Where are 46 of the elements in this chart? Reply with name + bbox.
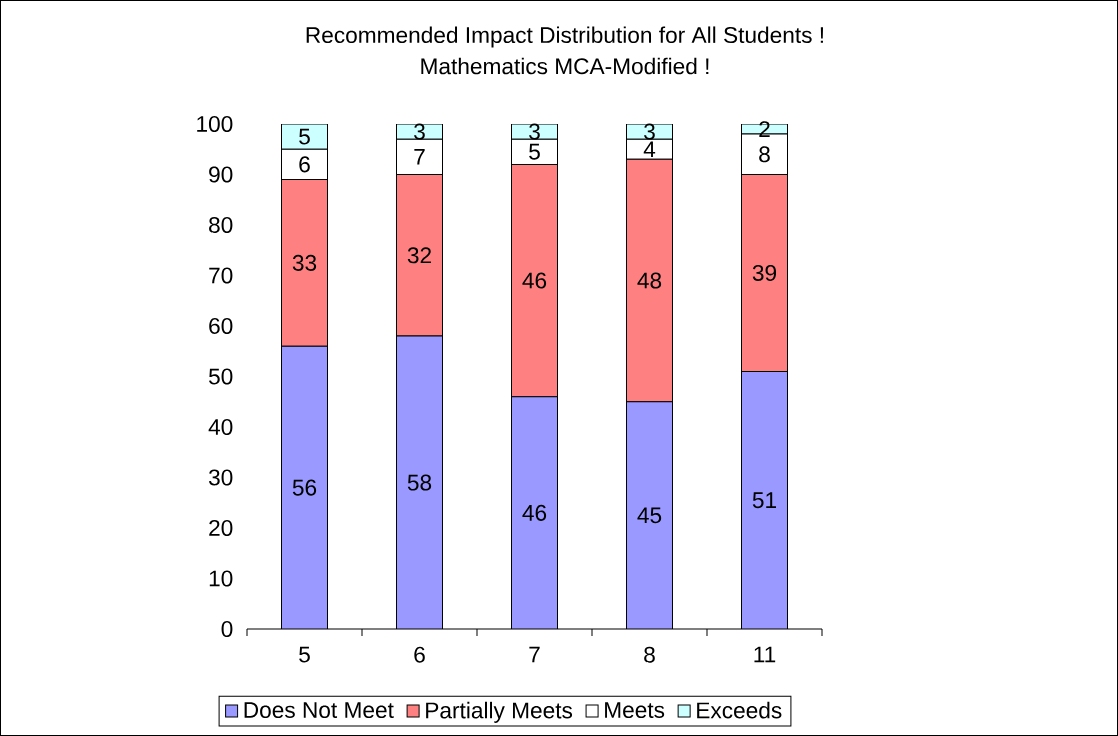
legend-label: Meets [605, 702, 665, 719]
data-label: 5 [529, 143, 540, 160]
data-label: 3 [414, 123, 425, 140]
data-label: 3 [529, 123, 540, 140]
y-tick-label: 0 [221, 620, 233, 638]
data-label: 7 [414, 149, 425, 165]
bar [511, 396, 558, 629]
data-label: 33 [292, 254, 317, 271]
data-label: 51 [752, 492, 776, 509]
legend-label: Exceeds [697, 701, 782, 719]
data-label: 46 [522, 504, 547, 521]
y-tick-label: 50 [208, 368, 233, 385]
data-label: 39 [752, 264, 777, 281]
bar [281, 346, 328, 629]
data-label: 46 [522, 272, 547, 289]
legend-label: Partially Meets [426, 701, 573, 723]
y-tick-label: 80 [209, 216, 233, 234]
x-tick-label: 11 [754, 646, 776, 663]
bar [741, 370, 788, 629]
data-label: 3 [644, 123, 655, 140]
x-tick-label: 7 [529, 646, 540, 663]
data-label: 58 [407, 474, 432, 491]
y-tick-label: 90 [209, 166, 233, 183]
data-label: 6 [299, 156, 310, 173]
y-tick-label: 30 [208, 469, 233, 486]
data-label: 56 [292, 479, 317, 496]
x-tick-label: 8 [644, 646, 655, 663]
y-tick-label: 20 [209, 519, 233, 537]
bar [626, 401, 673, 629]
legend-label: Does Not Meet [244, 702, 394, 719]
data-label: 32 [407, 247, 431, 264]
chart-subtitle: Mathematics MCA-Modified ! [421, 57, 709, 75]
data-label: 5 [299, 128, 310, 145]
y-tick-label: 10 [209, 570, 233, 587]
data-label: 45 [637, 507, 662, 524]
y-tick-label: 60 [209, 317, 233, 335]
x-tick-label: 5 [299, 646, 310, 663]
y-tick-label: 100 [197, 115, 233, 133]
data-label: 4 [643, 141, 656, 158]
chart-title: Recommended Impact Distribution for All Students ! [306, 26, 824, 48]
y-tick-label: 40 [208, 418, 233, 436]
bar [396, 336, 443, 629]
data-label: 8 [759, 146, 770, 163]
data-label: 48 [637, 272, 662, 289]
x-tick-label: 6 [414, 646, 425, 663]
y-tick-label: 70 [209, 267, 233, 284]
